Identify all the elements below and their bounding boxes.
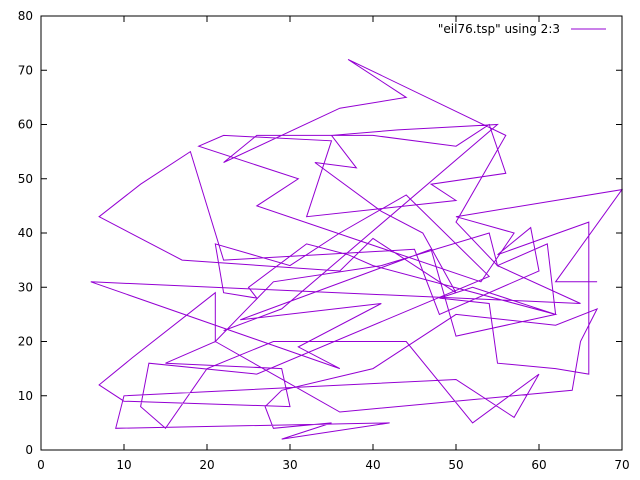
legend: "eil76.tsp" using 2:3 bbox=[438, 22, 606, 36]
tick-layer: 0 10 20 30 40 50 60 70 0 10 20 30 40 50 60 70 80 bbox=[18, 9, 630, 472]
y-tick-label: 40 bbox=[18, 226, 33, 240]
x-tick-label: 40 bbox=[365, 458, 380, 472]
x-tick-label: 0 bbox=[37, 458, 45, 472]
x-tick-label: 20 bbox=[199, 458, 214, 472]
y-tick-label: 80 bbox=[18, 9, 33, 23]
x-tick-label: 70 bbox=[614, 458, 629, 472]
y-tick-label: 50 bbox=[18, 172, 33, 186]
y-tick-label: 60 bbox=[18, 118, 33, 132]
x-tick-label: 30 bbox=[282, 458, 297, 472]
plot-border bbox=[40, 15, 623, 451]
y-tick-label: 70 bbox=[18, 63, 33, 77]
x-tick-label: 50 bbox=[448, 458, 463, 472]
y-tick-label: 30 bbox=[18, 280, 33, 294]
legend-label: "eil76.tsp" using 2:3 bbox=[438, 22, 560, 36]
y-tick-label: 10 bbox=[18, 389, 33, 403]
series-line bbox=[90, 58, 624, 440]
x-tick-label: 60 bbox=[531, 458, 546, 472]
series-layer bbox=[90, 58, 624, 440]
x-tick-label: 10 bbox=[116, 458, 131, 472]
y-tick-label: 20 bbox=[18, 335, 33, 349]
y-tick-label: 0 bbox=[25, 443, 33, 457]
